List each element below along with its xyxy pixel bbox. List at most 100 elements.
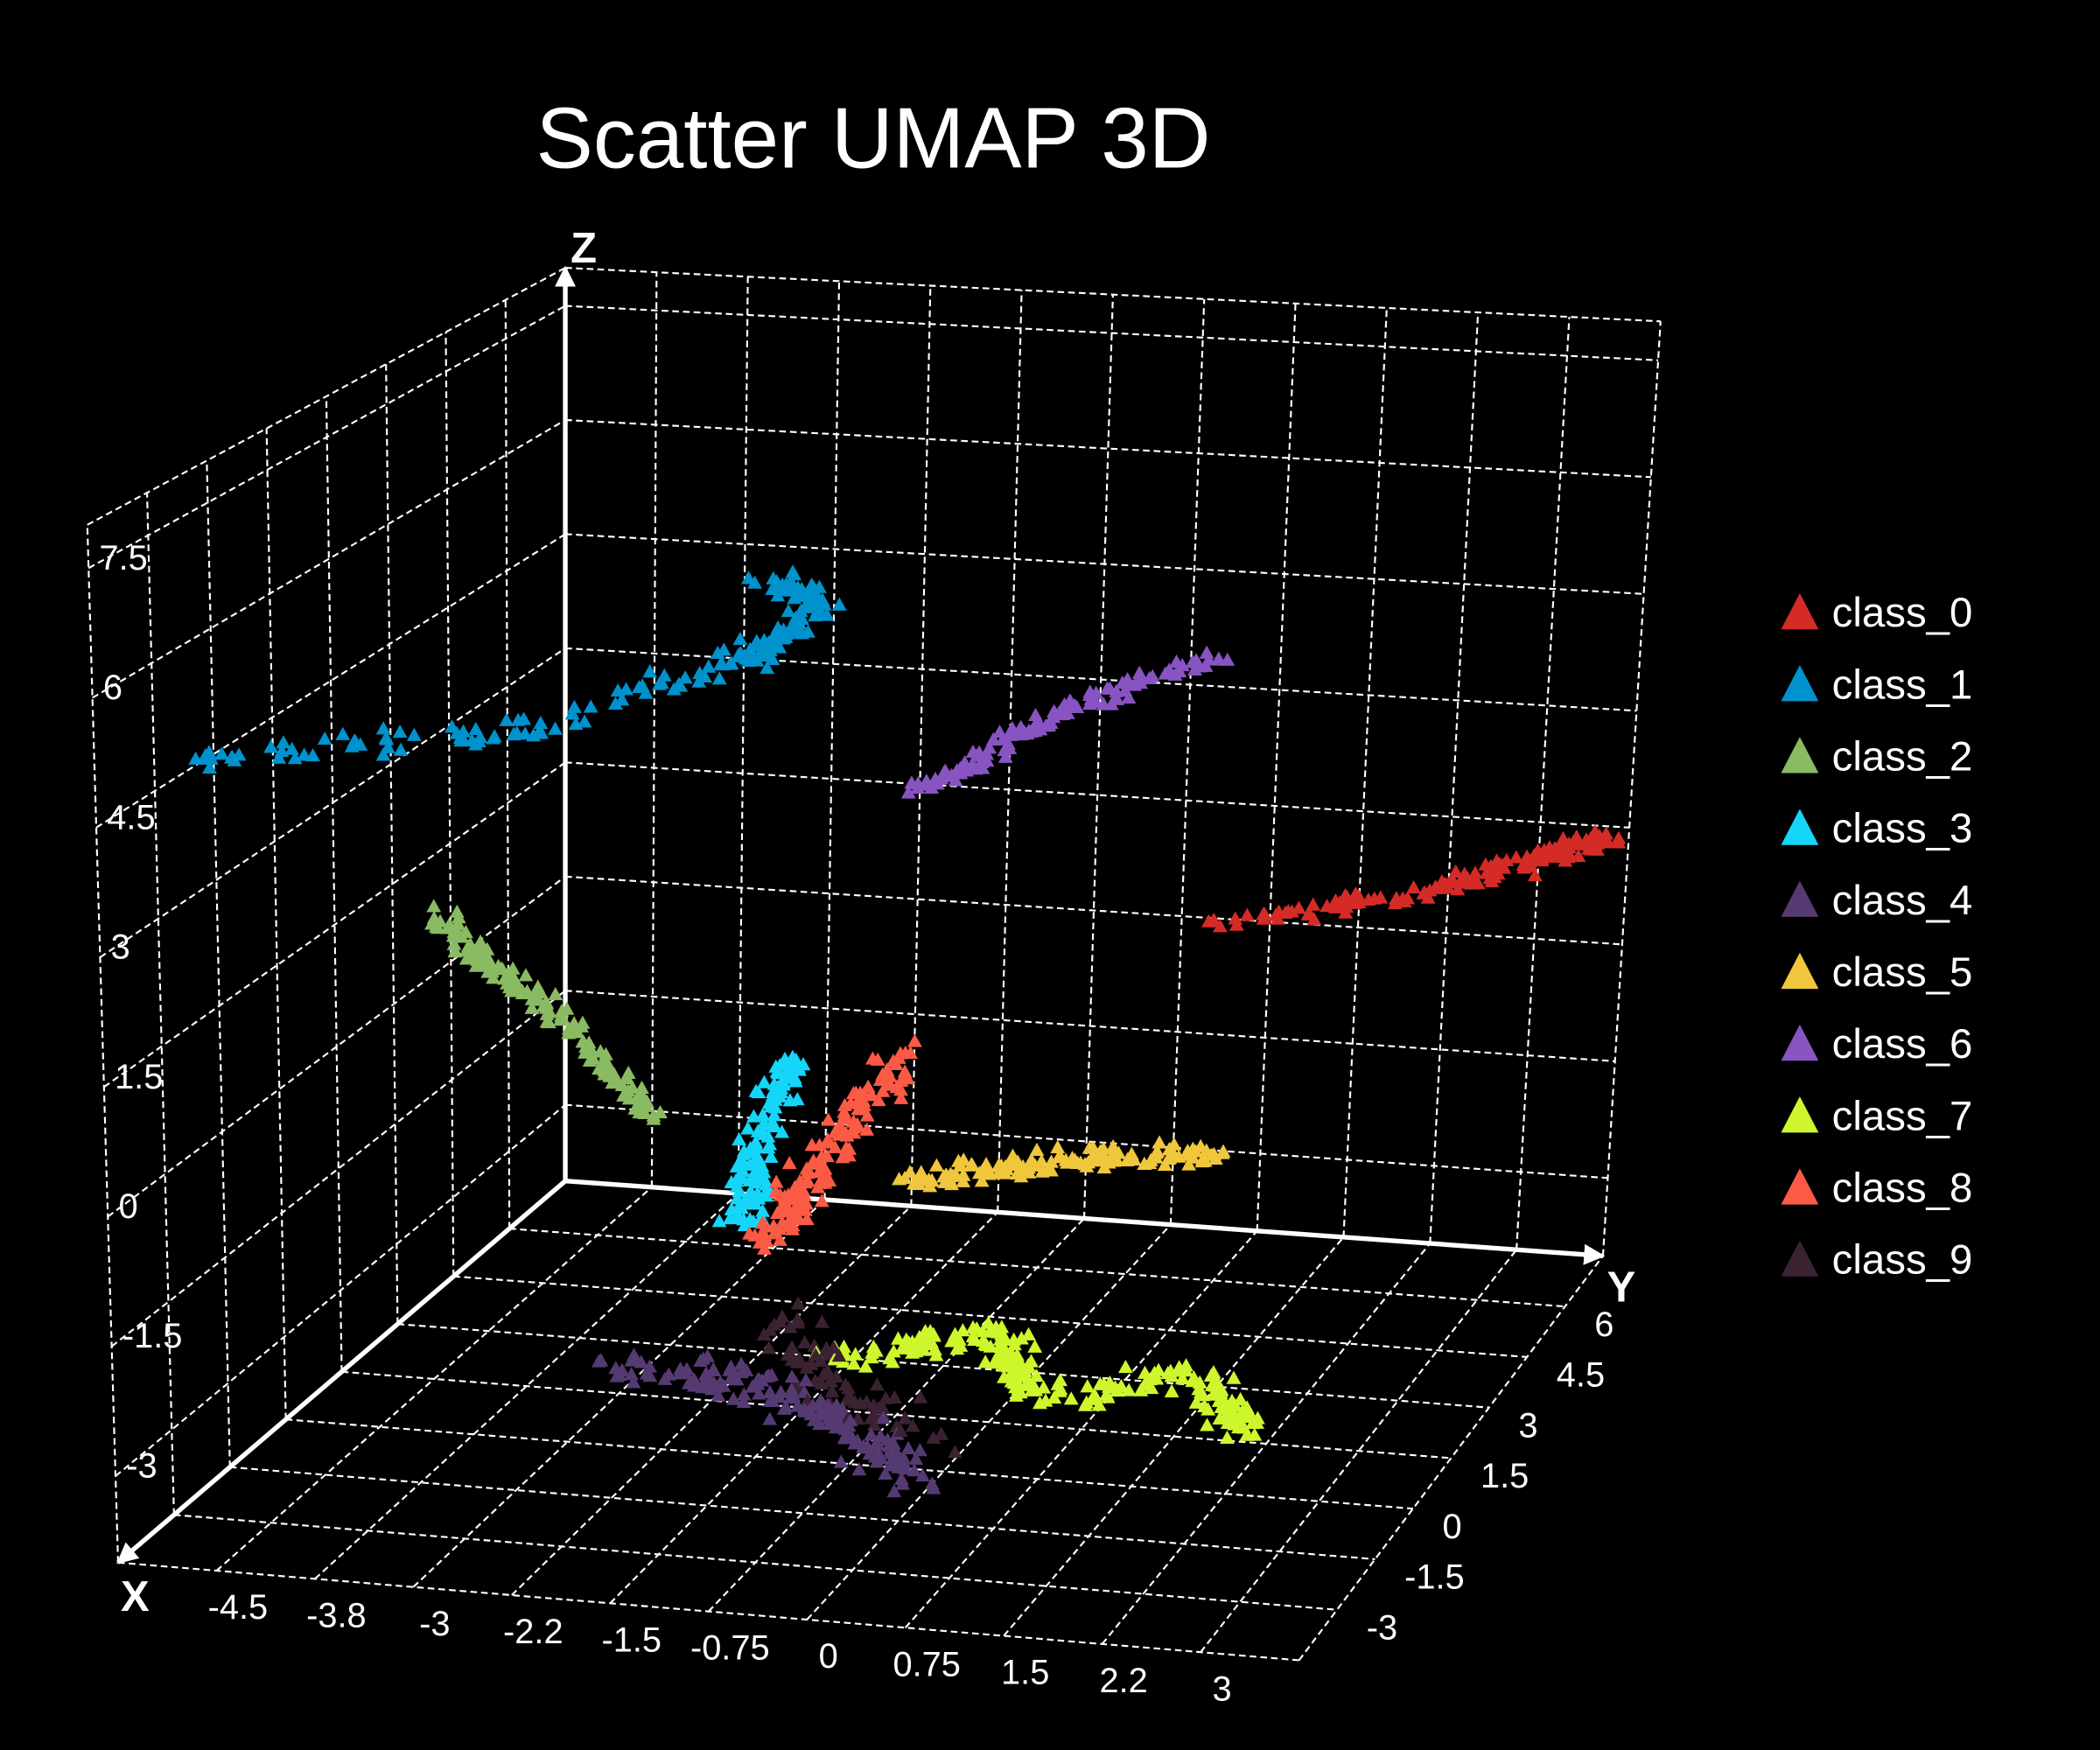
legend-label: class_1: [1832, 662, 1973, 708]
point-class-2: [600, 1056, 616, 1070]
point-class-9: [790, 1296, 806, 1310]
point-class-3: [742, 1212, 758, 1226]
point-class-0: [1256, 911, 1271, 925]
x-tick-label: -3.8: [306, 1596, 367, 1634]
point-class-1: [510, 712, 526, 726]
point-class-3: [742, 1172, 758, 1186]
floor-grid-line: [511, 1205, 913, 1596]
back-wall-grid-line: [1082, 294, 1114, 1219]
legend-item-class-9: class_9: [1781, 1237, 1972, 1284]
legend: class_0 class_1 class_2 class_3 class_4class…: [1781, 590, 1973, 1284]
point-class-7: [1200, 1402, 1216, 1416]
point-class-5: [1050, 1139, 1066, 1153]
floor-grid-line: [904, 1230, 1258, 1628]
point-class-2: [561, 1026, 577, 1040]
point-class-3: [763, 1149, 779, 1164]
point-class-1: [737, 649, 752, 663]
point-class-1: [284, 741, 300, 755]
point-class-7: [1084, 1391, 1100, 1405]
x-tick-label: 1.5: [1001, 1654, 1049, 1692]
side-wall-grid-line: [99, 647, 566, 958]
point-class-1: [452, 731, 468, 745]
point-class-0: [1467, 865, 1483, 879]
point-class-7: [1077, 1397, 1093, 1411]
side-wall-grid-line: [265, 428, 287, 1420]
point-class-3: [760, 1129, 776, 1143]
point-class-9: [766, 1317, 782, 1331]
point-class-4: [796, 1384, 812, 1398]
point-class-4: [822, 1417, 837, 1431]
point-class-7: [899, 1332, 914, 1346]
back-wall-grid-line: [1256, 303, 1297, 1231]
point-class-7: [1247, 1427, 1263, 1441]
point-class-6: [1211, 651, 1227, 665]
point-class-2: [554, 1008, 569, 1022]
point-class-5: [1161, 1151, 1176, 1165]
point-class-3: [735, 1164, 751, 1178]
point-class-9: [831, 1348, 847, 1362]
point-class-9: [814, 1376, 830, 1390]
point-class-5: [956, 1173, 971, 1187]
point-class-7: [1110, 1382, 1126, 1397]
y-tick-label: -1.5: [1404, 1558, 1465, 1597]
x-tick-label: 0: [819, 1637, 838, 1676]
legend-triangle-icon: [1781, 592, 1819, 630]
point-class-8: [766, 1218, 781, 1232]
point-class-5: [1105, 1138, 1121, 1153]
point-class-6: [1172, 663, 1187, 677]
back-wall-grid-line: [910, 285, 932, 1207]
point-class-3: [755, 1107, 771, 1122]
x-axis-arrow: [116, 1179, 567, 1564]
point-class-8: [804, 1138, 820, 1152]
point-class-5: [1085, 1140, 1101, 1154]
point-class-5: [1083, 1152, 1099, 1166]
point-class-8: [768, 1174, 784, 1188]
point-class-1: [711, 671, 727, 685]
point-class-8: [850, 1101, 866, 1116]
legend-item-class-8: class_8: [1781, 1166, 1972, 1212]
legend-item-class-0: class_0: [1781, 590, 1972, 636]
point-class-6: [974, 753, 990, 767]
point-class-2: [508, 972, 523, 986]
point-class-8: [797, 1202, 813, 1216]
floor-grid-line: [173, 1514, 1338, 1611]
point-class-8: [811, 1164, 827, 1179]
point-class-1: [701, 659, 717, 673]
point-class-2: [640, 1094, 654, 1108]
point-class-1: [813, 606, 829, 620]
point-class-3: [736, 1155, 751, 1170]
back-wall-grid-line: [1169, 298, 1206, 1225]
point-class-2: [606, 1067, 622, 1081]
point-class-1: [631, 679, 647, 694]
point-class-4: [593, 1353, 609, 1367]
point-class-0: [1563, 848, 1578, 862]
back-wall-grid-line: [565, 266, 1661, 323]
point-class-4: [900, 1440, 916, 1455]
point-class-1: [583, 699, 598, 713]
point-class-8: [859, 1122, 875, 1136]
point-class-4: [875, 1410, 891, 1424]
point-class-2: [524, 1000, 540, 1014]
point-class-2: [592, 1044, 608, 1058]
back-wall-grid-line: [650, 272, 658, 1187]
point-class-5: [1096, 1159, 1112, 1174]
point-class-1: [564, 706, 580, 720]
point-class-1: [577, 714, 592, 728]
point-class-1: [287, 751, 303, 765]
point-class-7: [864, 1349, 879, 1364]
point-class-1: [642, 664, 658, 678]
point-class-8: [742, 1226, 757, 1240]
point-class-4: [626, 1375, 641, 1389]
point-class-8: [781, 1156, 797, 1170]
floor-grid-line: [285, 1418, 1413, 1510]
back-wall-grid-line: [565, 418, 1651, 479]
point-class-5: [1002, 1157, 1017, 1172]
point-class-1: [780, 604, 796, 618]
point-class-7: [1205, 1387, 1221, 1401]
point-class-3: [774, 1124, 790, 1138]
point-class-8: [787, 1201, 802, 1215]
legend-triangle-icon: [1781, 737, 1819, 774]
point-class-2: [430, 920, 445, 934]
point-class-1: [776, 631, 792, 645]
